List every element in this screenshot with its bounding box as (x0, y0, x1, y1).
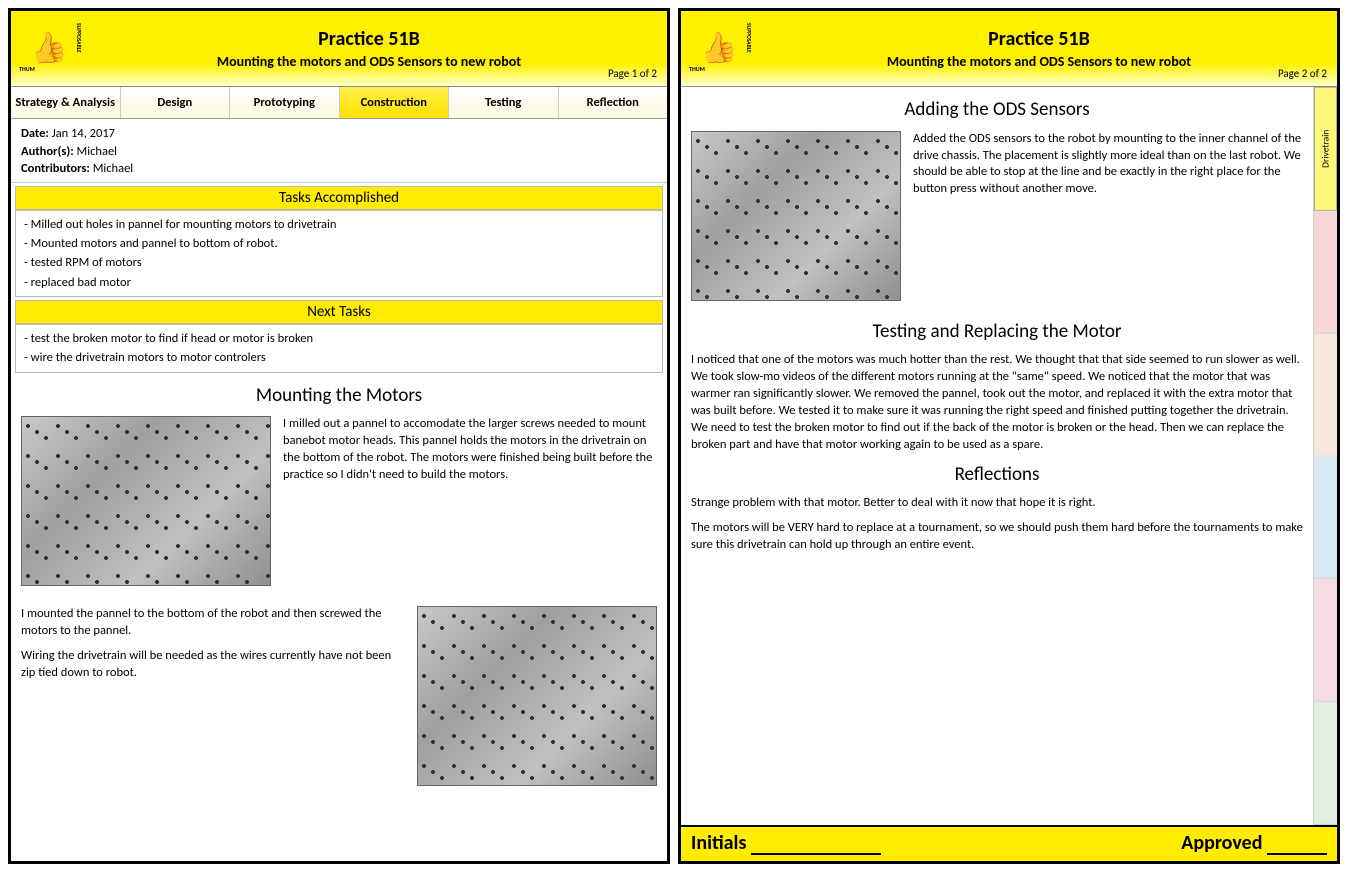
next-tasks-header: Next Tasks (15, 300, 663, 324)
phase-strategy[interactable]: Strategy & Analysis (11, 87, 121, 118)
approved-line[interactable] (1267, 853, 1327, 855)
reflections-paragraph-1: Strange problem with that motor. Better … (691, 495, 1303, 512)
page-header: THUM 👍 SUPPOSABLE Practice 51B Mounting … (681, 11, 1337, 87)
phase-reflection[interactable]: Reflection (559, 87, 668, 118)
mounting-paragraph-3: Wiring the drivetrain will be needed as … (21, 648, 405, 682)
phase-design[interactable]: Design (121, 87, 231, 118)
phase-prototyping[interactable]: Prototyping (230, 87, 340, 118)
tab-3[interactable] (1314, 334, 1337, 457)
task-item: tested RPM of motors (24, 253, 654, 272)
task-item: Milled out holes in pannel for mounting … (24, 215, 654, 234)
robot-bottom-photo (417, 606, 657, 786)
panel-photo (21, 416, 271, 586)
page-2: THUM 👍 SUPPOSABLE Practice 51B Mounting … (678, 8, 1340, 864)
ods-sensor-photo (691, 131, 901, 301)
page-header: THUM 👍 SUPPOSABLE Practice 51B Mounting … (11, 11, 667, 87)
reflections-paragraph-2: The motors will be VERY hard to replace … (691, 520, 1303, 554)
mounting-motors-title: Mounting the Motors (21, 383, 657, 409)
tab-4[interactable] (1314, 456, 1337, 579)
initials-line[interactable] (751, 853, 881, 855)
page-number: Page 2 of 2 (1278, 67, 1327, 80)
phase-testing[interactable]: Testing (449, 87, 559, 118)
task-item: Mounted motors and pannel to bottom of r… (24, 234, 654, 253)
phase-construction[interactable]: Construction (340, 87, 450, 118)
date-value: Jan 14, 2017 (52, 126, 115, 141)
body-content: Adding the ODS Sensors Added the ODS sen… (681, 87, 1313, 825)
tab-5[interactable] (1314, 579, 1337, 702)
ods-paragraph: Added the ODS sensors to the robot by mo… (913, 131, 1303, 199)
practice-subtitle: Mounting the motors and ODS Sensors to n… (79, 53, 659, 70)
practice-title: Practice 51B (749, 27, 1329, 51)
tab-6[interactable] (1314, 702, 1337, 825)
thumb-icon: 👍 (27, 27, 70, 70)
metadata-block: Date: Jan 14, 2017 Author(s): Michael Co… (11, 119, 667, 183)
logo-text-right: SUPPOSABLE (745, 23, 751, 53)
phase-tabs: Strategy & Analysis Design Prototyping C… (11, 87, 667, 119)
ods-sensors-title: Adding the ODS Sensors (691, 97, 1303, 123)
testing-paragraph: I noticed that one of the motors was muc… (691, 352, 1303, 453)
body-content: Mounting the Motors I milled out a panne… (11, 373, 667, 861)
practice-title: Practice 51B (79, 27, 659, 51)
next-tasks-list: test the broken motor to find if head or… (15, 324, 663, 373)
task-item: replaced bad motor (24, 273, 654, 292)
author-value: Michael (77, 144, 118, 159)
reflections-title: Reflections (691, 462, 1303, 488)
team-logo: THUM 👍 SUPPOSABLE (19, 19, 79, 79)
page-1: THUM 👍 SUPPOSABLE Practice 51B Mounting … (8, 8, 670, 864)
author-label: Author(s): (21, 144, 74, 159)
contributors-label: Contributors: (21, 161, 90, 176)
mounting-paragraph-2: I mounted the pannel to the bottom of th… (21, 606, 405, 640)
contributors-value: Michael (93, 161, 134, 176)
next-task-item: wire the drivetrain motors to motor cont… (24, 348, 654, 367)
tasks-accomplished-list: Milled out holes in pannel for mounting … (15, 210, 663, 298)
practice-subtitle: Mounting the motors and ODS Sensors to n… (749, 53, 1329, 70)
header-titles: Practice 51B Mounting the motors and ODS… (749, 27, 1329, 70)
date-label: Date: (21, 126, 49, 141)
logo-text-right: SUPPOSABLE (75, 23, 81, 53)
tab-drivetrain[interactable]: Drivetrain (1314, 87, 1337, 211)
thumb-icon: 👍 (697, 27, 740, 70)
next-task-item: test the broken motor to find if head or… (24, 329, 654, 348)
signature-footer: Initials Approved (681, 825, 1337, 861)
category-tabs: Drivetrain (1313, 87, 1337, 825)
approved-label: Approved (1181, 831, 1262, 855)
team-logo: THUM 👍 SUPPOSABLE (689, 19, 749, 79)
page-number: Page 1 of 2 (608, 67, 657, 80)
testing-motor-title: Testing and Replacing the Motor (691, 319, 1303, 345)
mounting-paragraph-1: I milled out a pannel to accomodate the … (283, 416, 657, 484)
header-titles: Practice 51B Mounting the motors and ODS… (79, 27, 659, 70)
tasks-accomplished-header: Tasks Accomplished (15, 186, 663, 210)
initials-label: Initials (691, 831, 746, 855)
tab-2[interactable] (1314, 211, 1337, 334)
